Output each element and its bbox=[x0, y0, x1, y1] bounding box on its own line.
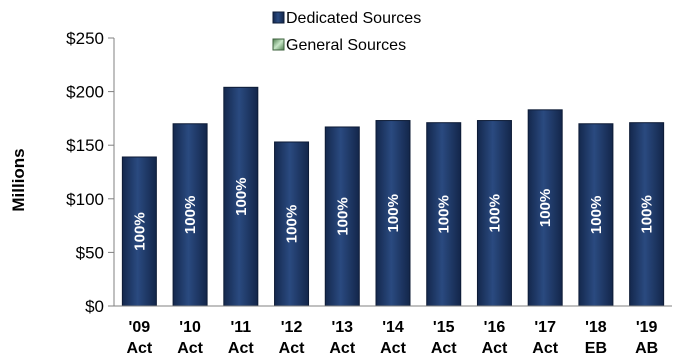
x-tick-label-type: Act bbox=[380, 340, 406, 357]
y-tick-label: $50 bbox=[76, 243, 104, 262]
x-tick-label-year: '16 bbox=[484, 319, 506, 336]
x-axis: '09 Act '10 Act '11 Act '12 Act '13 Act '14 Act '15 A… bbox=[114, 305, 672, 357]
bar-data-label: 100% bbox=[639, 195, 656, 233]
bar bbox=[375, 120, 411, 307]
bar-data-label: 100% bbox=[131, 212, 148, 250]
x-tick-label-type: Act bbox=[329, 340, 355, 357]
bar-data-label: 100% bbox=[486, 194, 503, 232]
bar bbox=[629, 122, 665, 307]
x-tick-label-year: '18 bbox=[585, 319, 607, 336]
legend-label-general: General Sources bbox=[286, 37, 406, 54]
bar-data-label: 100% bbox=[334, 197, 351, 235]
x-tick-label-year: '09 bbox=[129, 319, 151, 336]
x-tick-label-year: '11 bbox=[230, 319, 251, 336]
bar bbox=[578, 123, 614, 307]
bar-data-label: 100% bbox=[537, 189, 554, 227]
y-tick-label: $0 bbox=[85, 297, 104, 316]
x-tick-label-type: Act bbox=[279, 340, 305, 357]
x-tick-label-year: '13 bbox=[331, 319, 353, 336]
bar bbox=[223, 86, 259, 307]
bar bbox=[476, 120, 512, 307]
legend-label-dedicated: Dedicated Sources bbox=[286, 10, 421, 27]
x-tick-label-type: Act bbox=[431, 340, 457, 357]
x-tick-label-year: '19 bbox=[636, 319, 658, 336]
x-tick-label-type: Act bbox=[482, 340, 508, 357]
legend-item-general-sources: General Sources bbox=[272, 37, 406, 54]
legend: Dedicated Sources General Sources bbox=[272, 10, 421, 54]
x-tick-label-year: '14 bbox=[382, 319, 404, 336]
bar bbox=[324, 126, 360, 307]
bar-data-label: 100% bbox=[182, 196, 199, 234]
x-tick-label-type: AB bbox=[635, 340, 658, 357]
bar-data-label: 100% bbox=[436, 195, 453, 233]
x-tick-label-type: Act bbox=[126, 340, 152, 357]
y-tick-label: $100 bbox=[66, 190, 104, 209]
bar bbox=[274, 141, 310, 307]
bar bbox=[172, 123, 208, 307]
y-axis: $0 $50 $100 $150 $200 $250 bbox=[66, 29, 115, 316]
legend-item-dedicated-sources: Dedicated Sources bbox=[272, 10, 421, 27]
bar-data-label: 100% bbox=[588, 196, 605, 234]
bars: 100% 100% 100% 100% 100% 100% 100% 100% 100% 100%… bbox=[121, 86, 665, 307]
legend-swatch-general bbox=[272, 38, 285, 51]
x-tick-label-type: EB bbox=[585, 340, 607, 357]
y-tick-label: $250 bbox=[66, 29, 104, 48]
bar-data-label: 100% bbox=[284, 205, 301, 243]
x-tick-label-year: '15 bbox=[433, 319, 455, 336]
y-axis-title: Millions bbox=[9, 148, 28, 211]
x-tick-label-year: '10 bbox=[179, 319, 201, 336]
y-tick-label: $150 bbox=[66, 136, 104, 155]
x-tick-label-type: Act bbox=[177, 340, 203, 357]
x-tick-label-year: '12 bbox=[281, 319, 303, 336]
y-tick-label: $200 bbox=[66, 83, 104, 102]
x-tick-label-type: Act bbox=[532, 340, 558, 357]
x-tick-label-year: '17 bbox=[534, 319, 556, 336]
bar bbox=[426, 122, 462, 307]
x-tick-label-type: Act bbox=[228, 340, 254, 357]
bar-data-label: 100% bbox=[233, 177, 250, 215]
bar-data-label: 100% bbox=[385, 194, 402, 232]
legend-swatch-dedicated bbox=[272, 11, 285, 24]
